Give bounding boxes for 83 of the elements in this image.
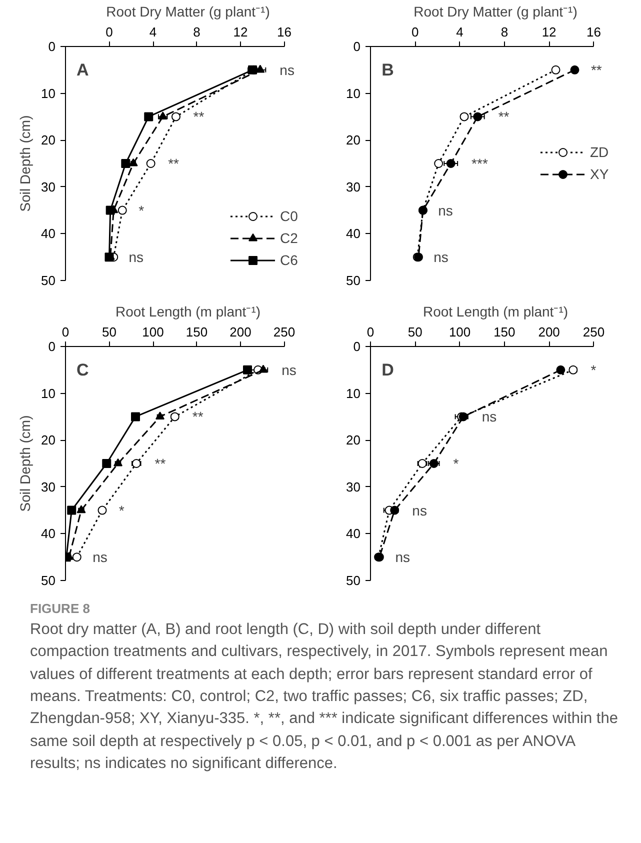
x-tick-label: 50 [102, 324, 116, 340]
annotation: ns [282, 362, 296, 378]
y-tick-label: 50 [346, 273, 361, 288]
x-tick-label: 12 [542, 24, 556, 40]
y-tick-label: 20 [41, 432, 56, 448]
annotation: ns [128, 249, 144, 266]
x-tick-label: 0 [366, 324, 374, 340]
annotation: ** [154, 456, 166, 472]
y-tick-label: 30 [346, 179, 361, 194]
y-tick-label: 0 [48, 339, 56, 354]
x-axis-title: Root Dry Matter (g plant⁻¹) [106, 4, 270, 20]
x-tick-label: 12 [233, 24, 248, 40]
annotation: * [138, 202, 145, 218]
annotation: ns [412, 502, 427, 518]
y-tick-label: 0 [48, 39, 56, 54]
legend-label: ZD [590, 144, 610, 160]
x-tick-label: 200 [230, 324, 252, 340]
x-tick-label: 100 [448, 324, 471, 340]
x-tick-label: 8 [193, 24, 200, 40]
annotation: ns [482, 408, 497, 425]
y-tick-label: 50 [41, 573, 56, 588]
y-tick-label: 20 [346, 132, 361, 148]
legend-label: C6 [280, 252, 299, 268]
y-tick-label: 40 [346, 226, 361, 242]
annotation: ** [192, 408, 204, 425]
annotation: ns [434, 249, 448, 266]
y-tick-label: 30 [346, 479, 361, 494]
x-tick-label: 0 [62, 324, 70, 340]
x-tick-label: 16 [586, 24, 601, 40]
y-tick-label: 0 [353, 339, 361, 354]
annotation: ** [498, 108, 510, 125]
legend-label: C0 [280, 208, 299, 224]
annotation: B [382, 60, 394, 80]
y-tick-label: 40 [41, 226, 56, 242]
y-tick-label: 10 [346, 86, 361, 101]
annotation: D [382, 360, 394, 380]
x-tick-label: 0 [106, 24, 113, 40]
y-tick-label: 20 [346, 432, 361, 448]
y-tick-label: 30 [41, 179, 56, 194]
x-tick-label: 4 [149, 24, 157, 40]
y-tick-label: 40 [41, 526, 56, 542]
x-tick-label: 50 [408, 324, 422, 340]
annotation: ns [280, 62, 294, 78]
y-tick-label: 50 [346, 573, 361, 588]
y-tick-label: 50 [41, 273, 56, 288]
annotation: * [590, 362, 597, 378]
x-tick-label: 100 [142, 324, 164, 340]
y-tick-label: 20 [41, 132, 56, 148]
legend-label: XY [590, 166, 610, 182]
x-axis-title: Root Length (m plant⁻¹) [115, 304, 261, 320]
annotation: ** [193, 108, 205, 125]
y-tick-label: 30 [41, 479, 56, 494]
y-tick-label: 10 [41, 386, 56, 401]
y-tick-label: 40 [346, 526, 361, 542]
annotation: ns [395, 549, 410, 566]
annotation: * [453, 456, 460, 472]
legend-label: C2 [280, 230, 299, 246]
y-tick-label: 10 [346, 386, 361, 401]
x-axis-title: Root Dry Matter (g plant⁻¹) [414, 4, 578, 20]
x-tick-label: 16 [277, 24, 292, 40]
annotation: ** [168, 156, 180, 172]
x-tick-label: 200 [538, 324, 560, 340]
annotation: *** [472, 156, 488, 172]
x-axis-title: Root Length (m plant⁻¹) [422, 304, 568, 320]
y-axis-title: Soil Depth (cm) [17, 415, 34, 512]
x-tick-label: 0 [412, 24, 419, 40]
x-tick-label: 150 [186, 324, 208, 340]
annotation: A [76, 60, 89, 80]
x-tick-label: 4 [456, 24, 464, 40]
annotation: * [118, 502, 125, 518]
text: FIGURE 8 [30, 600, 91, 618]
x-tick-label: 150 [494, 324, 516, 340]
x-tick-label: 8 [500, 24, 508, 40]
y-tick-label: 0 [353, 39, 361, 54]
annotation: ns [438, 202, 453, 218]
annotation: C [76, 360, 89, 380]
annotation: ** [590, 62, 602, 78]
annotation: ns [92, 549, 108, 566]
y-tick-label: 10 [41, 86, 56, 101]
x-tick-label: 250 [273, 324, 296, 340]
x-tick-label: 250 [582, 324, 605, 340]
text: Root dry matter (A, B) and root length (C, D) with soil depth under different compaction treatments and cultivars, respectively, in 2017. Symbols represent mean values of different treatments at each depth; error bars represent standard error of means. Treatments: C0, control; C2, two traffic passes; C6, six traffic passes; ZD, Zhengdan-958; XY, Xianyu-335. *, **, and *** indicate significant differences within the same soil depth at respectively p < 0.05, p < 0.01, and p < 0.001 as per ANOVA results; ns indicates no significant difference. [30, 620, 619, 774]
y-axis-title: Soil Depth (cm) [17, 115, 34, 212]
